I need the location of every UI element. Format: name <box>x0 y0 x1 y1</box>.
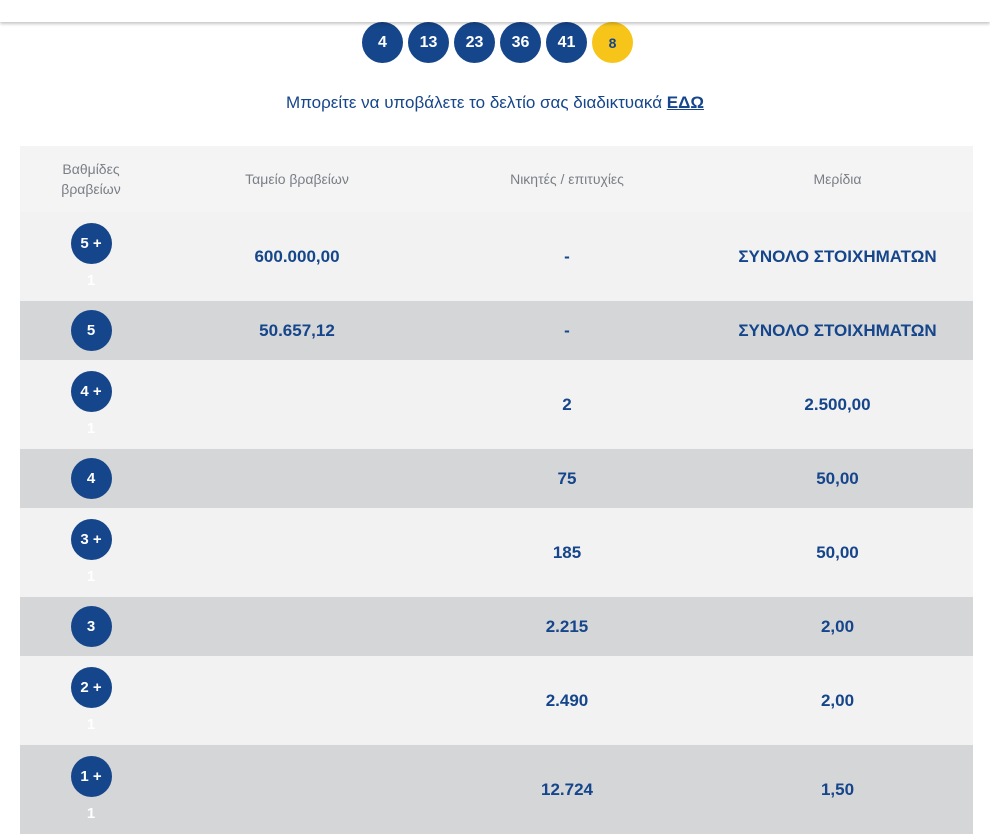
table-row: 1 +1 12.724 1,50 <box>20 745 973 834</box>
table-row: 3 2.215 2,00 <box>20 597 973 656</box>
tier-ball: 1 + <box>70 755 112 797</box>
winners-cell: 75 <box>432 449 702 508</box>
drawn-number-ball: 13 <box>408 22 449 63</box>
share-cell: 50,00 <box>702 508 973 597</box>
tier-joker-count: 1 <box>86 715 96 733</box>
drawn-number-ball: 41 <box>546 22 587 63</box>
prize-fund-cell <box>162 360 432 449</box>
prize-tier: 1 +1 <box>70 755 112 824</box>
winners-cell: - <box>432 212 702 301</box>
online-submit-line: Μπορείτε να υποβάλετε το δελτίο σας διαδ… <box>0 93 990 113</box>
tier-ball: 4 <box>70 458 112 499</box>
winners-cell: - <box>432 301 702 360</box>
share-cell: 1,50 <box>702 745 973 834</box>
prize-tier-cell: 5 <box>20 301 162 360</box>
drawn-number-ball: 4 <box>362 22 403 63</box>
tier-joker-count: 1 <box>86 419 96 437</box>
prize-tier-cell: 2 +1 <box>20 656 162 745</box>
table-row: 3 +1 185 50,00 <box>20 508 973 597</box>
prize-fund-cell <box>162 745 432 834</box>
table-row: 2 +1 2.490 2,00 <box>20 656 973 745</box>
tier-ball: 5 + <box>70 222 112 264</box>
winners-cell: 2.215 <box>432 597 702 656</box>
table-row: 5 50.657,12- ΣΥΝΟΛΟ ΣΤΟΙΧΗΜΑΤΩΝ <box>20 301 973 360</box>
prize-table-header: Βαθμίδες βραβείων Ταμείο βραβείων Νικητέ… <box>20 146 973 212</box>
header-winners: Νικητές / επιτυχίες <box>432 146 702 212</box>
prize-tier-cell: 1 +1 <box>20 745 162 834</box>
online-submit-text: Μπορείτε να υποβάλετε το δελτίο σας διαδ… <box>286 93 663 112</box>
table-row: 4 75 50,00 <box>20 449 973 508</box>
header-prize-tiers: Βαθμίδες βραβείων <box>20 146 162 212</box>
prize-tier-cell: 3 <box>20 597 162 656</box>
header-prize-fund: Ταμείο βραβείων <box>162 146 432 212</box>
tier-joker-count: 1 <box>86 271 96 289</box>
prize-fund-cell <box>162 508 432 597</box>
tier-joker-count: 1 <box>86 567 96 585</box>
prize-tier: 4 +1 <box>70 370 112 439</box>
drawn-numbers: 4 13 23 36 41 8 <box>362 22 633 63</box>
drawn-number-ball: 23 <box>454 22 495 63</box>
prize-table: Βαθμίδες βραβείων Ταμείο βραβείων Νικητέ… <box>20 146 973 834</box>
prize-fund-cell <box>162 449 432 508</box>
prize-tier: 5 +1 <box>70 222 112 291</box>
header-shares: Μερίδια <box>702 146 973 212</box>
winners-cell: 12.724 <box>432 745 702 834</box>
prize-fund-cell: 50.657,12 <box>162 301 432 360</box>
share-cell: 2,00 <box>702 597 973 656</box>
prize-fund-cell <box>162 597 432 656</box>
prize-fund-cell <box>162 656 432 745</box>
prize-tier: 4 <box>70 458 112 499</box>
prize-tier-cell: 5 +1 <box>20 212 162 301</box>
share-cell: 2.500,00 <box>702 360 973 449</box>
table-row: 5 +1 600.000,00- ΣΥΝΟΛΟ ΣΤΟΙΧΗΜΑΤΩΝ <box>20 212 973 301</box>
share-cell: 2,00 <box>702 656 973 745</box>
drawn-number-ball: 36 <box>500 22 541 63</box>
share-cell: ΣΥΝΟΛΟ ΣΤΟΙΧΗΜΑΤΩΝ <box>702 301 973 360</box>
prize-tier: 5 <box>70 310 112 351</box>
table-row: 4 +1 2 2.500,00 <box>20 360 973 449</box>
online-submit-link[interactable]: ΕΔΩ <box>666 93 704 112</box>
tier-ball: 2 + <box>70 666 112 708</box>
share-cell: ΣΥΝΟΛΟ ΣΤΟΙΧΗΜΑΤΩΝ <box>702 212 973 301</box>
prize-tier-cell: 4 +1 <box>20 360 162 449</box>
tier-ball: 4 + <box>70 370 112 412</box>
tier-joker-count: 1 <box>86 804 96 822</box>
prize-fund-cell: 600.000,00 <box>162 212 432 301</box>
prize-tier: 3 +1 <box>70 518 112 587</box>
prize-tier: 2 +1 <box>70 666 112 735</box>
prize-tier-cell: 3 +1 <box>20 508 162 597</box>
share-cell: 50,00 <box>702 449 973 508</box>
prize-tier-cell: 4 <box>20 449 162 508</box>
joker-number-ball: 8 <box>592 22 633 63</box>
tier-ball: 5 <box>70 310 112 351</box>
tier-ball: 3 <box>70 606 112 647</box>
winners-cell: 2.490 <box>432 656 702 745</box>
winners-cell: 2 <box>432 360 702 449</box>
prize-tier: 3 <box>70 606 112 647</box>
top-header-bar <box>0 0 990 22</box>
tier-ball: 3 + <box>70 518 112 560</box>
winners-cell: 185 <box>432 508 702 597</box>
